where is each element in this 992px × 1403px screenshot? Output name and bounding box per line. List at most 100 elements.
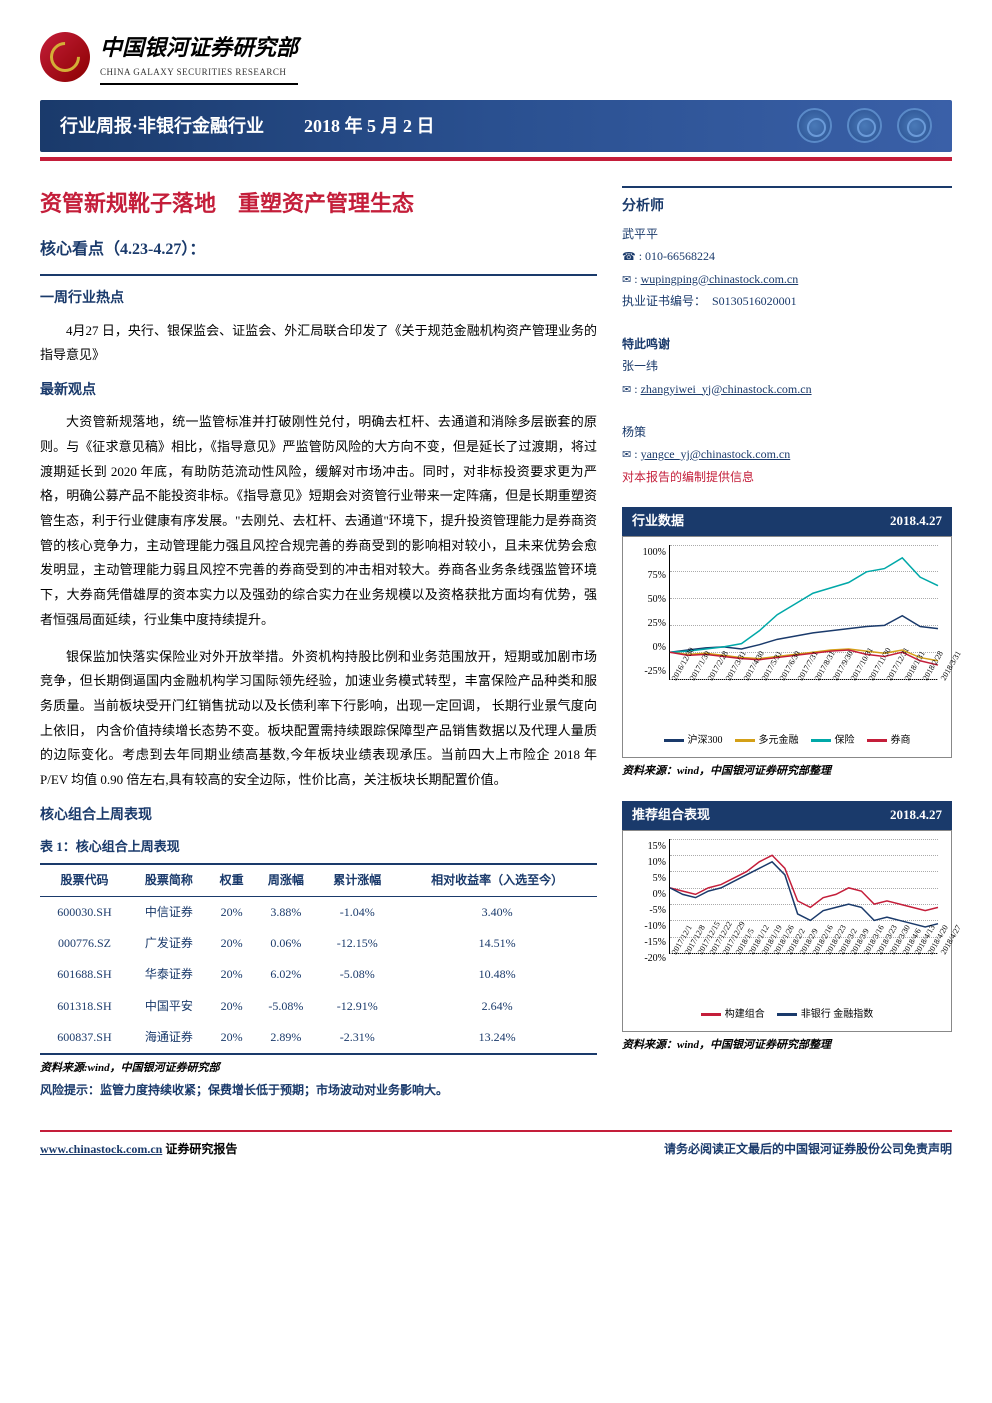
logo-icon (40, 32, 90, 82)
table-row: 601318.SH中国平安20%-5.08%-12.91%2.64% (40, 991, 597, 1022)
analyst-name: 武平平 (622, 225, 952, 244)
analyst-email: : wupingping@chinastock.com.cn (622, 270, 952, 290)
sub-title: 核心看点（4.23-4.27）： (40, 237, 597, 263)
table-cell: 2.89% (255, 1022, 318, 1054)
analyst-head: 分析师 (622, 196, 952, 218)
section-body-2b: 银保监加快落实保险业对外开放举措。外资机构持股比例和业务范围放开，短期或加剧市场… (40, 645, 597, 793)
table-header: 权重 (209, 864, 255, 897)
legend-item: 非银行 金融指数 (777, 1007, 874, 1023)
section-body-1: 4月27 日，央行、银保监会、证监会、外汇局联合印发了《关于规范金融机构资产管理… (40, 319, 597, 368)
title-bar-left: 行业周报·非银行金融行业 (60, 112, 264, 141)
table-cell: 600030.SH (40, 897, 129, 929)
ytick: 0% (631, 640, 666, 656)
chart1-legend: 沪深300 多元金融保险券商 (631, 733, 943, 749)
side-column: 分析师 武平平 : 010-66568224 : wupingping@chin… (622, 186, 952, 1099)
legend-item: 构建组合 (701, 1007, 765, 1023)
logo-cn: 中国银河证券研究部 (100, 30, 298, 65)
legend-item: 券商 (867, 733, 911, 749)
logo-en: CHINA GALAXY SECURITIES RESEARCH (100, 65, 298, 79)
table-cell: 20% (209, 959, 255, 990)
analyst-cert: 执业证书编号： S0130516020001 (622, 292, 952, 311)
thanks1-name: 张一纬 (622, 357, 952, 376)
table-header: 股票简称 (129, 864, 209, 897)
table-row: 600837.SH海通证券20%2.89%-2.31%13.24% (40, 1022, 597, 1054)
chart2-date: 2018.4.27 (890, 805, 942, 826)
thanks2-email: : yangce_yj@chinastock.com.cn (622, 445, 952, 465)
ytick: -15% (631, 935, 666, 951)
section-head-1: 一周行业热点 (40, 288, 597, 310)
section-head-2: 最新观点 (40, 380, 597, 402)
footer-link[interactable]: www.chinastock.com.cn (40, 1142, 162, 1156)
footer-disclaimer: 请务必阅读正文最后的中国银河证券股份公司免责声明 (664, 1140, 952, 1159)
ytick: 100% (631, 545, 666, 561)
ytick: 25% (631, 616, 666, 632)
table-cell: 中国平安 (129, 991, 209, 1022)
table-row: 601688.SH华泰证券20%6.02%-5.08%10.48% (40, 959, 597, 990)
main-column: 资管新规靴子落地 重塑资产管理生态 核心看点（4.23-4.27）： 一周行业热… (40, 186, 597, 1099)
legend-item: 保险 (811, 733, 855, 749)
chart2-legend: 构建组合非银行 金融指数 (631, 1007, 943, 1023)
title-bar-date: 2018 年 5 月 2 日 (304, 112, 435, 141)
table-cell: 海通证券 (129, 1022, 209, 1054)
table-cell: -12.15% (317, 928, 397, 959)
ytick: 0% (631, 887, 666, 903)
main-title: 资管新规靴子落地 重塑资产管理生态 (40, 186, 597, 221)
chart1-title: 行业数据 (632, 511, 684, 532)
chart1-wrap: 行业数据 2018.4.27 100%75%50%25%0%-25%2016/1… (622, 507, 952, 780)
table-cell: 6.02% (255, 959, 318, 990)
table-cell: -1.04% (317, 897, 397, 929)
chart2-title: 推荐组合表现 (632, 805, 710, 826)
chart2-wrap: 推荐组合表现 2018.4.27 15%10%5%0%-5%-10%-15%-2… (622, 801, 952, 1054)
legend-item: 多元金融 (735, 733, 799, 749)
coin-icon (847, 108, 882, 143)
table-source: 资料来源:wind，中国银河证券研究部 (40, 1060, 597, 1078)
risk-text: 风险提示：监管力度持续收紧；保费增长低于预期；市场波动对业务影响大。 (40, 1081, 597, 1100)
table-cell: 3.88% (255, 897, 318, 929)
table-cell: 2.64% (397, 991, 597, 1022)
table-cell: 601318.SH (40, 991, 129, 1022)
header-logo: 中国银河证券研究部 CHINA GALAXY SECURITIES RESEAR… (40, 30, 952, 85)
chart1-date: 2018.4.27 (890, 511, 942, 532)
table-cell: -5.08% (255, 991, 318, 1022)
table-cell: 广发证券 (129, 928, 209, 959)
ytick: -10% (631, 919, 666, 935)
table-cell: 华泰证券 (129, 959, 209, 990)
coin-icon (797, 108, 832, 143)
table-cell: 20% (209, 991, 255, 1022)
ytick: 15% (631, 839, 666, 855)
table-cell: -2.31% (317, 1022, 397, 1054)
ytick: -25% (631, 664, 666, 680)
table-cell: 601688.SH (40, 959, 129, 990)
chart1-source: 资料来源：wind，中国银河证券研究部整理 (622, 763, 952, 781)
ytick: 75% (631, 568, 666, 584)
ytick: 50% (631, 592, 666, 608)
section-body-2a: 大资管新规落地，统一监管标准并打破刚性兑付，明确去杠杆、去通道和消除多层嵌套的原… (40, 410, 597, 632)
ytick: -20% (631, 951, 666, 967)
chart2-source: 资料来源：wind，中国银河证券研究部整理 (622, 1037, 952, 1055)
footer-link-suffix: 证券研究报告 (162, 1142, 237, 1156)
portfolio-table: 股票代码股票简称权重周涨幅累计涨幅相对收益率（入选至今） 600030.SH中信… (40, 863, 597, 1055)
table-header: 周涨幅 (255, 864, 318, 897)
table-header: 相对收益率（入选至今） (397, 864, 597, 897)
analyst-phone: : 010-66568224 (622, 247, 952, 267)
title-bar: 行业周报·非银行金融行业 2018 年 5 月 2 日 (40, 100, 952, 153)
legend-item: 沪深300 (664, 733, 723, 749)
thanks1-email: : zhangyiwei_yj@chinastock.com.cn (622, 380, 952, 400)
ytick: 10% (631, 855, 666, 871)
ytick: -5% (631, 903, 666, 919)
table-cell: 10.48% (397, 959, 597, 990)
thanks2-name: 杨策 (622, 423, 952, 442)
table-cell: 600837.SH (40, 1022, 129, 1054)
table-cell: 3.40% (397, 897, 597, 929)
table-header: 股票代码 (40, 864, 129, 897)
coin-icon (897, 108, 932, 143)
table-cell: -12.91% (317, 991, 397, 1022)
table-cell: 20% (209, 1022, 255, 1054)
table-row: 000776.SZ广发证券20%0.06%-12.15%14.51% (40, 928, 597, 959)
table-cell: 中信证券 (129, 897, 209, 929)
chart1-plot: 100%75%50%25%0%-25%2016/12/302017/1/3020… (631, 545, 943, 705)
footer: www.chinastock.com.cn 证券研究报告 请务必阅读正文最后的中… (40, 1130, 952, 1159)
table-title: 表 1：核心组合上周表现 (40, 837, 597, 858)
table-cell: 20% (209, 928, 255, 959)
section-head-3: 核心组合上周表现 (40, 805, 597, 827)
